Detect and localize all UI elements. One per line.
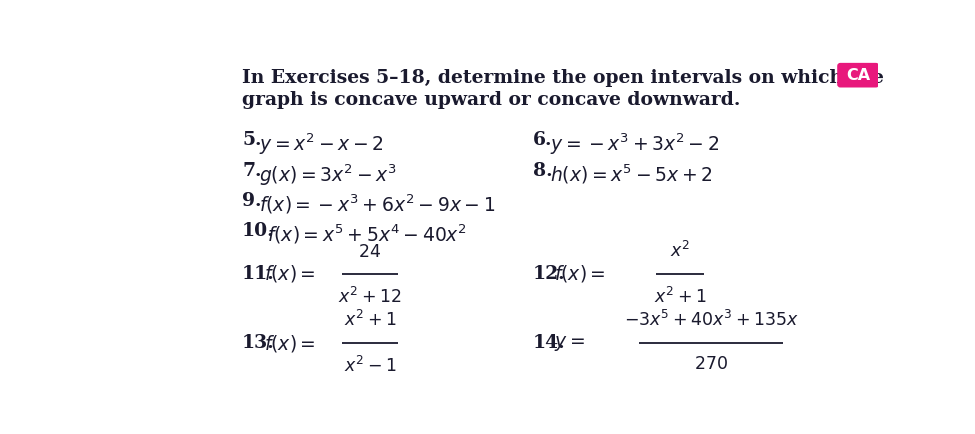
Text: $-3x^5 + 40x^3 + 135x$: $-3x^5 + 40x^3 + 135x$ — [624, 310, 799, 330]
Text: $x^2 + 12$: $x^2 + 12$ — [338, 287, 402, 307]
Text: $f(x) = x^5 + 5x^4 - 40x^2$: $f(x) = x^5 + 5x^4 - 40x^2$ — [267, 222, 467, 246]
Text: $x^2$: $x^2$ — [670, 240, 690, 261]
Text: 11.: 11. — [242, 265, 275, 283]
Text: $f(x) =$: $f(x) =$ — [263, 332, 316, 354]
Text: $270$: $270$ — [694, 356, 728, 373]
Text: $x^2 - 1$: $x^2 - 1$ — [343, 356, 396, 376]
Text: 9.: 9. — [242, 192, 261, 210]
Text: 8.: 8. — [532, 162, 552, 180]
FancyBboxPatch shape — [838, 63, 879, 88]
Text: $y =$: $y =$ — [555, 334, 585, 353]
Text: graph is concave upward or concave downward.: graph is concave upward or concave downw… — [242, 91, 740, 108]
Text: $h(x) = x^5 - 5x + 2$: $h(x) = x^5 - 5x + 2$ — [550, 162, 713, 186]
Text: 12.: 12. — [532, 265, 566, 283]
Text: 5.: 5. — [242, 132, 261, 149]
Text: 13.: 13. — [242, 334, 275, 352]
Text: In Exercises 5–18, determine the open intervals on which the: In Exercises 5–18, determine the open in… — [242, 69, 884, 87]
Text: $f(x) =$: $f(x) =$ — [555, 263, 606, 284]
Text: CA: CA — [846, 68, 870, 83]
Text: $y = -x^3 + 3x^2 - 2$: $y = -x^3 + 3x^2 - 2$ — [550, 132, 719, 157]
Text: $x^2 + 1$: $x^2 + 1$ — [653, 287, 706, 307]
Text: $f(x) = -x^3 + 6x^2 - 9x - 1$: $f(x) = -x^3 + 6x^2 - 9x - 1$ — [259, 192, 495, 216]
Text: $24$: $24$ — [359, 244, 381, 261]
Text: 7.: 7. — [242, 162, 261, 180]
Text: 6.: 6. — [532, 132, 552, 149]
Text: $f(x) =$: $f(x) =$ — [263, 263, 316, 284]
Text: $x^2 + 1$: $x^2 + 1$ — [343, 310, 396, 330]
Text: $g(x) = 3x^2 - x^3$: $g(x) = 3x^2 - x^3$ — [259, 162, 397, 187]
Text: 14.: 14. — [532, 334, 566, 352]
Text: 10.: 10. — [242, 222, 275, 240]
Text: $y = x^2 - x - 2$: $y = x^2 - x - 2$ — [259, 132, 383, 157]
